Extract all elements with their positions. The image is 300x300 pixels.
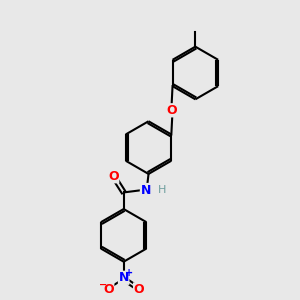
Text: H: H bbox=[158, 185, 166, 195]
Text: O: O bbox=[167, 104, 177, 117]
Text: N: N bbox=[140, 184, 151, 196]
Text: +: + bbox=[125, 268, 133, 278]
Text: O: O bbox=[134, 283, 144, 296]
Text: O: O bbox=[108, 170, 119, 183]
Text: −: − bbox=[99, 280, 107, 290]
Text: N: N bbox=[118, 271, 129, 284]
Text: O: O bbox=[103, 283, 114, 296]
